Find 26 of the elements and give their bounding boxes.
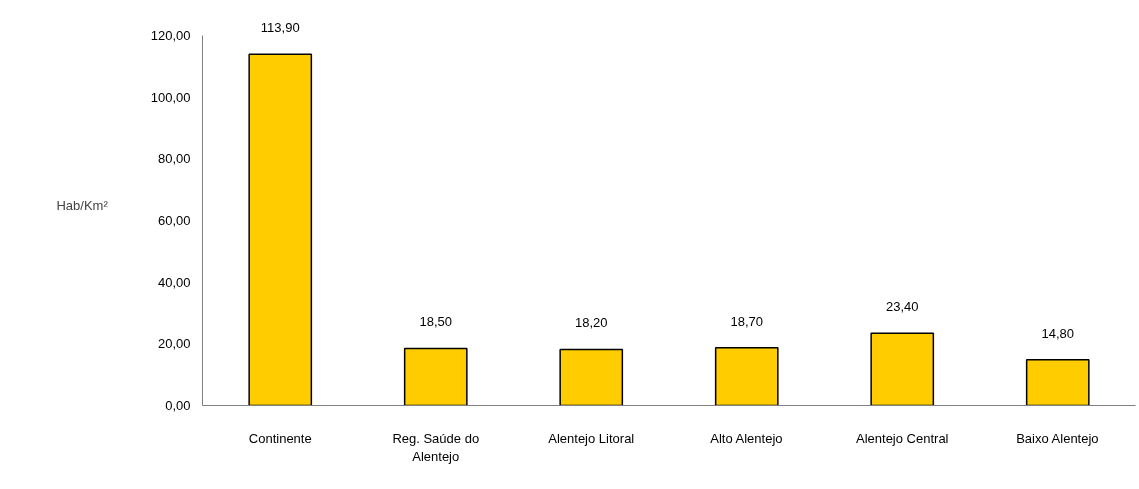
x-tick-label: Reg. Saúde do Alentejo xyxy=(392,430,480,464)
x-tick-label: Alentejo Litoral xyxy=(548,430,635,446)
x-tick-label: Continente xyxy=(248,430,312,446)
bar xyxy=(559,348,624,406)
bar xyxy=(403,347,468,406)
y-axis-title: Hab/Km² xyxy=(56,198,109,213)
data-label: 113,90 xyxy=(260,20,300,36)
x-tick-label: Alentejo Central xyxy=(856,430,949,446)
y-tick-label: 100,00 xyxy=(150,89,191,105)
y-tick-label: 40,00 xyxy=(157,274,191,290)
bar xyxy=(870,332,935,406)
bar xyxy=(1025,359,1090,406)
y-tick-label: 60,00 xyxy=(157,213,191,228)
bar xyxy=(714,347,779,406)
x-tick-label: Alto Alentejo xyxy=(710,430,783,446)
data-label: 18,50 xyxy=(419,314,453,330)
x-tick-label: Baixo Alentejo xyxy=(1016,430,1099,446)
data-label: 14,80 xyxy=(1041,325,1075,341)
y-tick-label: 20,00 xyxy=(157,336,191,352)
y-tick-label: 120,00 xyxy=(150,28,191,43)
data-label: 18,70 xyxy=(730,313,764,329)
bar xyxy=(248,53,313,406)
y-tick-label: 0,00 xyxy=(165,398,191,413)
data-label: 23,40 xyxy=(885,299,919,315)
data-label: 18,20 xyxy=(574,315,608,331)
y-tick-label: 80,00 xyxy=(157,151,191,167)
